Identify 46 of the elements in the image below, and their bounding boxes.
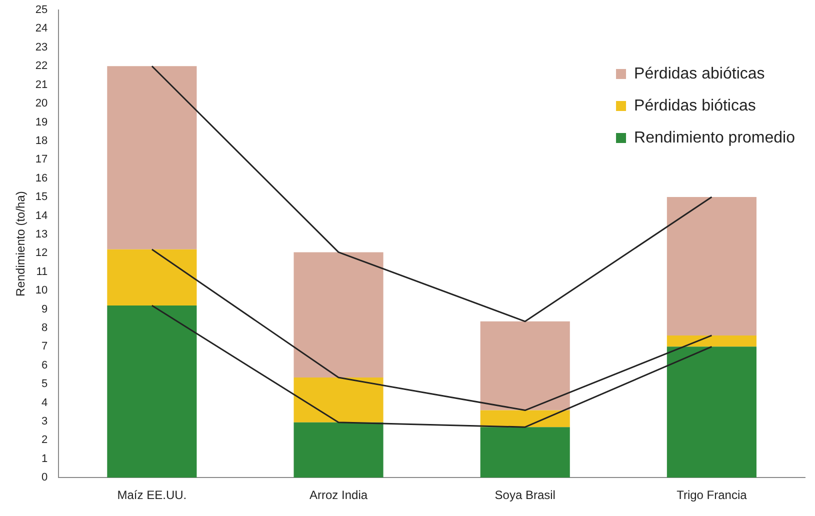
bar <box>294 252 384 378</box>
y-tick-label: 24 <box>35 22 48 35</box>
y-tick-label: 14 <box>35 210 48 222</box>
y-tick-label: 17 <box>35 154 48 166</box>
y-tick-label: 22 <box>35 60 48 72</box>
y-tick-label: 0 <box>42 472 48 484</box>
bar <box>666 335 756 347</box>
bar <box>666 346 756 478</box>
legend-label: Rendimiento promedio <box>634 129 796 146</box>
bar <box>294 422 384 478</box>
bar <box>107 249 197 306</box>
x-tick-label: Soya Brasil <box>494 488 556 502</box>
y-tick-label: 6 <box>42 359 48 372</box>
y-tick-label: 7 <box>42 340 48 353</box>
bar <box>480 427 570 478</box>
bar <box>480 410 570 428</box>
y-tick-label: 1 <box>42 452 48 465</box>
legend-label: Pérdidas bióticas <box>634 97 756 114</box>
bar <box>666 197 756 336</box>
legend-label: Pérdidas abióticas <box>634 65 765 82</box>
bar <box>107 66 197 250</box>
y-tick-label: 9 <box>42 303 48 316</box>
bar <box>294 378 384 422</box>
bar <box>107 306 197 478</box>
y-tick-label: 15 <box>35 191 48 204</box>
y-tick-label: 5 <box>42 378 48 390</box>
y-tick-label: 18 <box>35 134 48 147</box>
y-tick-label: 13 <box>35 228 48 240</box>
y-tick-label: 21 <box>35 78 48 91</box>
bar <box>480 321 570 410</box>
y-tick-label: 2 <box>42 434 48 446</box>
y-tick-label: 25 <box>35 4 48 16</box>
y-tick-label: 3 <box>42 416 48 428</box>
y-tick-label: 12 <box>35 247 48 260</box>
y-axis-title: Rendimiento (to/ha) <box>14 191 28 296</box>
y-tick-label: 4 <box>42 396 48 409</box>
x-tick-label: Arroz India <box>310 488 368 502</box>
y-tick-label: 19 <box>35 116 48 128</box>
y-tick-label: 8 <box>42 322 48 334</box>
y-tick-label: 16 <box>35 172 48 184</box>
y-tick-label: 10 <box>35 284 48 297</box>
y-tick-label: 11 <box>36 266 48 278</box>
x-tick-label: Maíz EE.UU. <box>117 488 187 502</box>
x-tick-label: Trigo Francia <box>676 488 748 502</box>
y-tick-label: 23 <box>35 41 48 54</box>
y-tick-label: 20 <box>35 98 48 110</box>
